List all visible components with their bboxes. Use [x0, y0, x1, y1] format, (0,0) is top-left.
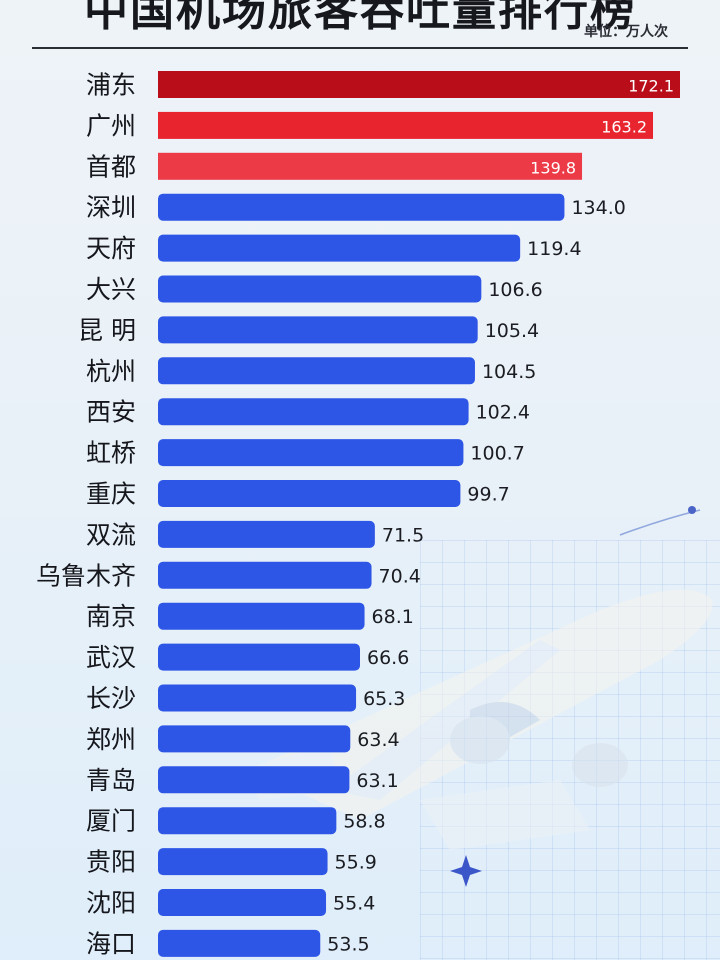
category-label: 昆 明: [78, 316, 136, 345]
value-label: 55.4: [333, 893, 375, 915]
value-label: 53.5: [327, 933, 369, 955]
value-label: 119.4: [527, 238, 581, 260]
category-label: 深圳: [86, 193, 136, 222]
bar: [158, 889, 327, 916]
value-label: 102.4: [476, 402, 530, 424]
category-label: 虹桥: [86, 439, 136, 468]
category-label: 南京: [86, 602, 136, 631]
bar: [158, 398, 469, 426]
category-label: 双流: [86, 520, 136, 549]
value-label: 71.5: [382, 524, 424, 546]
category-label: 沈阳: [86, 889, 136, 918]
category-label: 天府: [86, 234, 136, 263]
value-label: 106.6: [488, 279, 542, 301]
value-label: 58.8: [343, 811, 385, 833]
category-label: 重庆: [86, 480, 136, 509]
category-label: 首都: [86, 152, 136, 181]
bar: [158, 520, 375, 548]
value-label: 105.4: [485, 320, 539, 342]
bar: [158, 684, 357, 712]
bar: [158, 316, 478, 344]
category-label: 西安: [86, 398, 136, 427]
value-label: 104.5: [482, 361, 536, 383]
bar: [158, 561, 372, 589]
value-label: 70.4: [379, 565, 421, 587]
bar: [158, 807, 337, 835]
value-label: 55.9: [335, 852, 377, 874]
bar: [158, 357, 475, 385]
category-label: 青岛: [86, 766, 136, 795]
value-label: 163.2: [601, 117, 647, 136]
value-label: 66.6: [367, 647, 409, 669]
bar: [158, 643, 361, 671]
category-label: 武汉: [86, 643, 136, 672]
value-label: 139.8: [530, 158, 576, 177]
value-label: 99.7: [467, 484, 509, 506]
value-label: 63.1: [356, 770, 398, 792]
bar: [158, 766, 350, 794]
bar: [158, 111, 654, 139]
unit-label: 单位：万人次: [584, 24, 668, 40]
value-label: 63.4: [357, 729, 399, 751]
bar: [158, 71, 680, 98]
category-label: 杭州: [86, 357, 136, 386]
bar: [158, 193, 565, 221]
category-label: 广州: [86, 111, 136, 140]
bar: [158, 725, 351, 753]
value-label: 172.1: [628, 77, 674, 96]
bar: [158, 480, 461, 507]
bar: [158, 234, 521, 262]
value-label: 68.1: [372, 606, 414, 628]
chart-title: 中国机场旅客吞吐量排行榜: [84, 0, 636, 36]
value-label: 100.7: [470, 443, 524, 465]
category-label: 大兴: [86, 275, 136, 304]
value-label: 134.0: [571, 197, 625, 219]
category-label: 长沙: [86, 684, 136, 713]
bar: [158, 602, 365, 630]
bar: [158, 275, 482, 303]
category-label: 贵阳: [86, 848, 136, 877]
bar: [158, 152, 583, 180]
bar: [158, 439, 464, 467]
bar: [158, 929, 321, 957]
category-label: 乌鲁木齐: [36, 561, 136, 590]
bar: [158, 848, 328, 876]
category-label: 郑州: [86, 725, 136, 754]
title-divider: [32, 47, 688, 49]
category-label: 浦东: [86, 71, 136, 100]
category-label: 海口: [86, 929, 136, 958]
value-label: 65.3: [363, 688, 405, 710]
category-label: 厦门: [86, 807, 136, 836]
